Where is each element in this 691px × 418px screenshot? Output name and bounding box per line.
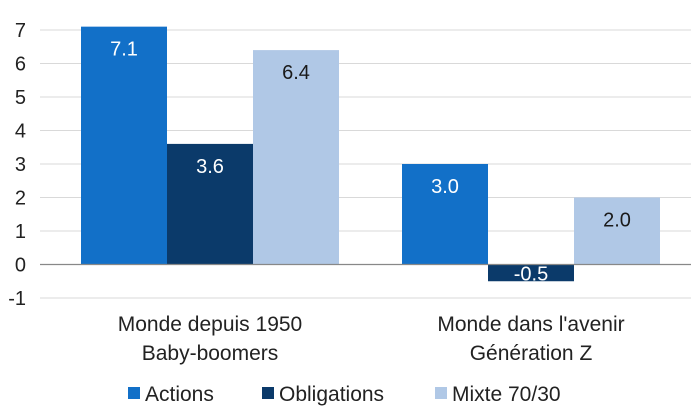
- y-tick-label: -1: [8, 288, 26, 310]
- data-labels: 7.1 3.0 3.6 -0.5 6.4 2.0: [110, 39, 631, 286]
- legend-swatch: [128, 387, 140, 399]
- category-label: Baby-boomers: [142, 342, 279, 365]
- y-tick-label: 2: [15, 188, 26, 210]
- bar-obligations-1: [488, 264, 574, 282]
- bar-mixte-70-30-0: [253, 50, 339, 265]
- data-label: -0.5: [514, 264, 548, 286]
- category-labels: Monde depuis 1950 Baby-boomers Monde dans …: [118, 313, 625, 365]
- data-label: 6.4: [282, 62, 310, 84]
- category-label: Monde dans l'avenir: [437, 313, 624, 336]
- category-label: Génération Z: [470, 342, 593, 365]
- y-tick-label: 7: [15, 20, 26, 42]
- data-label: 7.1: [110, 39, 138, 61]
- bar-actions-0: [81, 26, 167, 265]
- legend-label: Mixte 70/30: [452, 383, 561, 406]
- y-tick-label: 3: [15, 154, 26, 176]
- y-tick-label: 1: [15, 221, 26, 243]
- bar-mixte-70-30-1: [574, 197, 660, 265]
- bar-actions-1: [402, 164, 488, 265]
- bar-obligations-0: [167, 143, 253, 265]
- y-tick-label: 4: [15, 121, 26, 143]
- y-tick-label: 6: [15, 54, 26, 76]
- legend: Actions Obligations Mixte 70/30: [128, 383, 561, 406]
- legend-swatch: [262, 387, 274, 399]
- data-label: 3.6: [196, 156, 224, 178]
- category-label: Monde depuis 1950: [118, 313, 302, 336]
- legend-swatch: [435, 387, 447, 399]
- y-axis-ticks: 7 6 5 4 3 2 1 0 -1: [8, 20, 26, 310]
- data-label: 2.0: [603, 210, 631, 232]
- legend-label: Obligations: [279, 383, 384, 406]
- y-tick-label: 5: [15, 87, 26, 109]
- data-label: 3.0: [431, 176, 459, 198]
- bars: [81, 26, 660, 282]
- y-tick-label: 0: [15, 255, 26, 277]
- legend-label: Actions: [145, 383, 214, 406]
